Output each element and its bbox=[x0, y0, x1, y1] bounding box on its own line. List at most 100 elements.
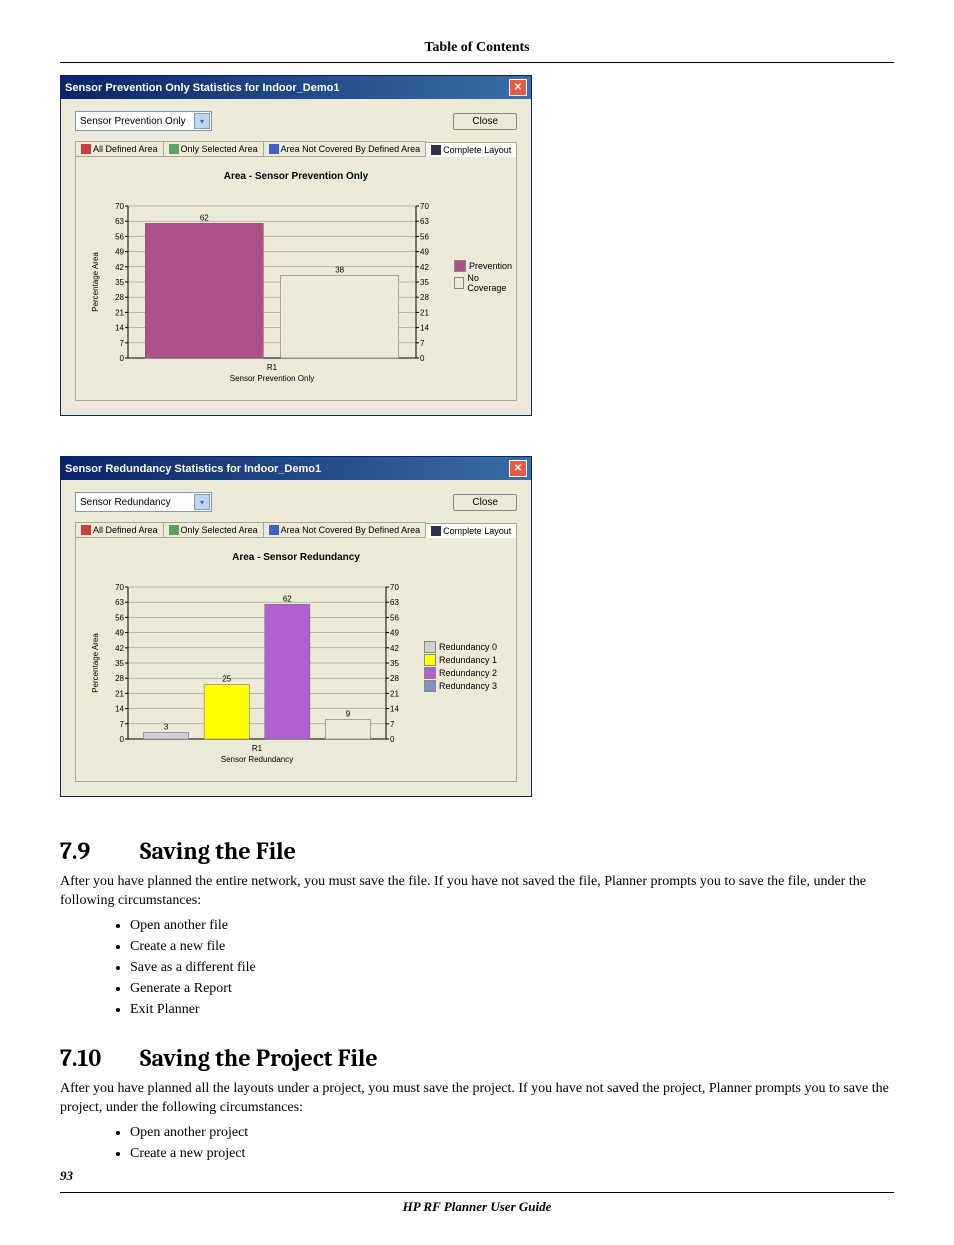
svg-text:R1: R1 bbox=[267, 363, 278, 372]
footer-rule bbox=[60, 1192, 894, 1193]
tab-all-defined[interactable]: All Defined Area bbox=[75, 141, 164, 156]
heading-number: 7.9 bbox=[60, 837, 140, 865]
legend-swatch bbox=[454, 260, 466, 272]
tab-icon bbox=[431, 526, 441, 536]
tab-label: Only Selected Area bbox=[181, 525, 258, 535]
svg-text:70: 70 bbox=[390, 583, 399, 592]
dialog-title: Sensor Prevention Only Statistics for In… bbox=[65, 82, 339, 94]
close-icon[interactable]: ✕ bbox=[509, 460, 527, 477]
legend-swatch bbox=[424, 680, 436, 692]
svg-text:35: 35 bbox=[115, 659, 124, 668]
chart-panel: Area - Sensor Prevention Only 0077141421… bbox=[75, 157, 517, 401]
tab-label: Area Not Covered By Defined Area bbox=[281, 144, 421, 154]
bullet-item: Create a new project bbox=[130, 1143, 894, 1164]
svg-text:62: 62 bbox=[283, 594, 292, 603]
legend-item: Prevention bbox=[454, 260, 512, 272]
tab-label: Area Not Covered By Defined Area bbox=[281, 525, 421, 535]
chevron-down-icon: ▾ bbox=[194, 113, 210, 129]
combo-value: Sensor Redundancy bbox=[80, 497, 171, 508]
svg-text:28: 28 bbox=[420, 293, 429, 302]
tab-not-covered[interactable]: Area Not Covered By Defined Area bbox=[263, 141, 427, 156]
tabs: All Defined Area Only Selected Area Area… bbox=[75, 141, 517, 157]
svg-text:0: 0 bbox=[120, 735, 125, 744]
svg-text:42: 42 bbox=[420, 263, 429, 272]
svg-text:Percentage Area: Percentage Area bbox=[91, 252, 100, 312]
svg-text:70: 70 bbox=[115, 202, 124, 211]
svg-text:0: 0 bbox=[420, 354, 425, 363]
svg-text:63: 63 bbox=[390, 598, 399, 607]
legend-label: Redundancy 0 bbox=[439, 642, 497, 652]
chevron-down-icon: ▾ bbox=[194, 494, 210, 510]
tab-label: All Defined Area bbox=[93, 525, 158, 535]
chart-title: Area - Sensor Prevention Only bbox=[86, 171, 506, 182]
close-icon[interactable]: ✕ bbox=[509, 79, 527, 96]
close-button[interactable]: Close bbox=[453, 494, 517, 511]
svg-text:7: 7 bbox=[120, 720, 125, 729]
svg-text:56: 56 bbox=[390, 613, 399, 622]
svg-text:49: 49 bbox=[420, 248, 429, 257]
combo-select[interactable]: Sensor Prevention Only ▾ bbox=[75, 111, 212, 131]
svg-text:56: 56 bbox=[115, 613, 124, 622]
svg-text:14: 14 bbox=[115, 324, 124, 333]
chart-title: Area - Sensor Redundancy bbox=[86, 552, 506, 563]
legend-swatch bbox=[424, 641, 436, 653]
page-number: 93 bbox=[60, 1168, 894, 1184]
legend-swatch bbox=[454, 277, 464, 289]
bullet-item: Open another file bbox=[130, 915, 894, 936]
tab-complete[interactable]: Complete Layout bbox=[425, 523, 517, 538]
legend-label: Redundancy 1 bbox=[439, 655, 497, 665]
tab-all-defined[interactable]: All Defined Area bbox=[75, 522, 164, 537]
combo-select[interactable]: Sensor Redundancy ▾ bbox=[75, 492, 212, 512]
dialog-prevention: Sensor Prevention Only Statistics for In… bbox=[60, 75, 532, 416]
heading-text: Saving the Project File bbox=[140, 1044, 378, 1072]
svg-text:9: 9 bbox=[346, 709, 351, 718]
bullet-item: Generate a Report bbox=[130, 978, 894, 999]
tab-icon bbox=[269, 144, 279, 154]
heading-text: Saving the File bbox=[140, 837, 296, 865]
tab-icon bbox=[81, 144, 91, 154]
bar-chart-2: 0077141421212828353542424949565663637070… bbox=[86, 581, 416, 771]
legend-swatch bbox=[424, 654, 436, 666]
tab-selected[interactable]: Only Selected Area bbox=[163, 522, 264, 537]
heading-saving-file: 7.9Saving the File bbox=[60, 837, 894, 865]
dialog-redundancy: Sensor Redundancy Statistics for Indoor_… bbox=[60, 456, 532, 797]
svg-text:14: 14 bbox=[420, 324, 429, 333]
svg-text:38: 38 bbox=[335, 265, 344, 274]
svg-text:70: 70 bbox=[420, 202, 429, 211]
svg-text:63: 63 bbox=[115, 598, 124, 607]
svg-text:42: 42 bbox=[115, 263, 124, 272]
svg-text:35: 35 bbox=[390, 659, 399, 668]
tab-selected[interactable]: Only Selected Area bbox=[163, 141, 264, 156]
svg-text:21: 21 bbox=[390, 689, 399, 698]
svg-text:R1: R1 bbox=[252, 744, 263, 753]
legend: Redundancy 0Redundancy 1Redundancy 2Redu… bbox=[424, 641, 497, 693]
bullet-list: Open another fileCreate a new fileSave a… bbox=[130, 915, 894, 1020]
svg-text:28: 28 bbox=[115, 674, 124, 683]
tab-icon bbox=[81, 525, 91, 535]
svg-text:25: 25 bbox=[222, 675, 231, 684]
svg-text:14: 14 bbox=[390, 705, 399, 714]
svg-text:21: 21 bbox=[420, 308, 429, 317]
bullet-item: Open another project bbox=[130, 1122, 894, 1143]
svg-text:63: 63 bbox=[420, 217, 429, 226]
close-button[interactable]: Close bbox=[453, 113, 517, 130]
chart-panel: Area - Sensor Redundancy 007714142121282… bbox=[75, 538, 517, 782]
legend-label: Redundancy 2 bbox=[439, 668, 497, 678]
legend-item: Redundancy 2 bbox=[424, 667, 497, 679]
bar-chart-1: 0077141421212828353542424949565663637070… bbox=[86, 200, 446, 390]
tab-icon bbox=[169, 525, 179, 535]
tab-complete[interactable]: Complete Layout bbox=[425, 142, 517, 157]
tabs: All Defined Area Only Selected Area Area… bbox=[75, 522, 517, 538]
tab-not-covered[interactable]: Area Not Covered By Defined Area bbox=[263, 522, 427, 537]
dialog-title: Sensor Redundancy Statistics for Indoor_… bbox=[65, 463, 321, 475]
svg-text:Sensor Prevention Only: Sensor Prevention Only bbox=[230, 374, 315, 383]
tab-icon bbox=[269, 525, 279, 535]
svg-text:62: 62 bbox=[200, 213, 209, 222]
bullet-item: Create a new file bbox=[130, 936, 894, 957]
tab-icon bbox=[431, 145, 441, 155]
body-paragraph: After you have planned all the layouts u… bbox=[60, 1080, 894, 1118]
svg-text:49: 49 bbox=[115, 248, 124, 257]
titlebar: Sensor Prevention Only Statistics for In… bbox=[61, 76, 531, 99]
svg-text:14: 14 bbox=[115, 705, 124, 714]
tab-label: Complete Layout bbox=[443, 145, 511, 155]
